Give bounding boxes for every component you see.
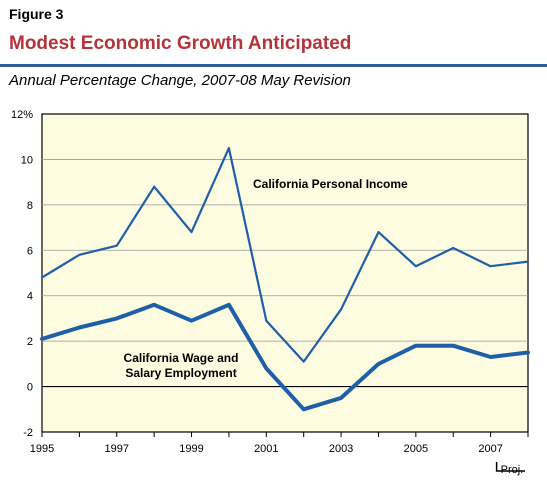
projection-bracket [495,462,525,472]
x-tick-label: 1995 [30,443,54,455]
y-tick-label: 0 [27,382,33,394]
x-tick-label: 2005 [404,443,428,455]
x-axis-ticks: 1995 1997 1999 2001 2003 2005 2007 [30,432,529,455]
series-lines [40,147,530,412]
series-label: Salary Employment [125,366,236,380]
x-tick-label: 1997 [105,443,129,455]
y-tick-label: -2 [23,427,33,439]
chart-title: Modest Economic Growth Anticipated [9,33,352,54]
y-tick-label: 6 [27,245,33,257]
series-line-wage-salary-employment [40,302,530,412]
series-labels: California Personal Income California Wag… [124,177,408,380]
series-label: California Personal Income [253,177,408,191]
y-tick-label: 10 [21,154,33,166]
chart-subtitle: Annual Percentage Change, 2007-08 May Re… [9,72,351,89]
y-tick-label: 2 [27,336,33,348]
projection-label: Proj. [501,464,524,476]
plot-area [41,113,529,433]
figure-label: Figure 3 [9,6,64,22]
x-tick-label: 2003 [329,443,353,455]
x-tick-label: 2001 [254,443,278,455]
y-axis-ticks: -2 0 2 4 6 8 10 12% [11,109,33,439]
y-tick-label: 4 [27,291,33,303]
y-tick-label: 12% [11,109,33,121]
title-rule [0,64,547,67]
series-label: California Wage and [124,351,239,365]
series-line-personal-income [40,147,530,363]
x-tick-label: 2007 [478,443,502,455]
x-tick-label: 1999 [179,443,203,455]
y-tick-label: 8 [27,200,33,212]
projection-marker: Proj. [495,462,525,476]
